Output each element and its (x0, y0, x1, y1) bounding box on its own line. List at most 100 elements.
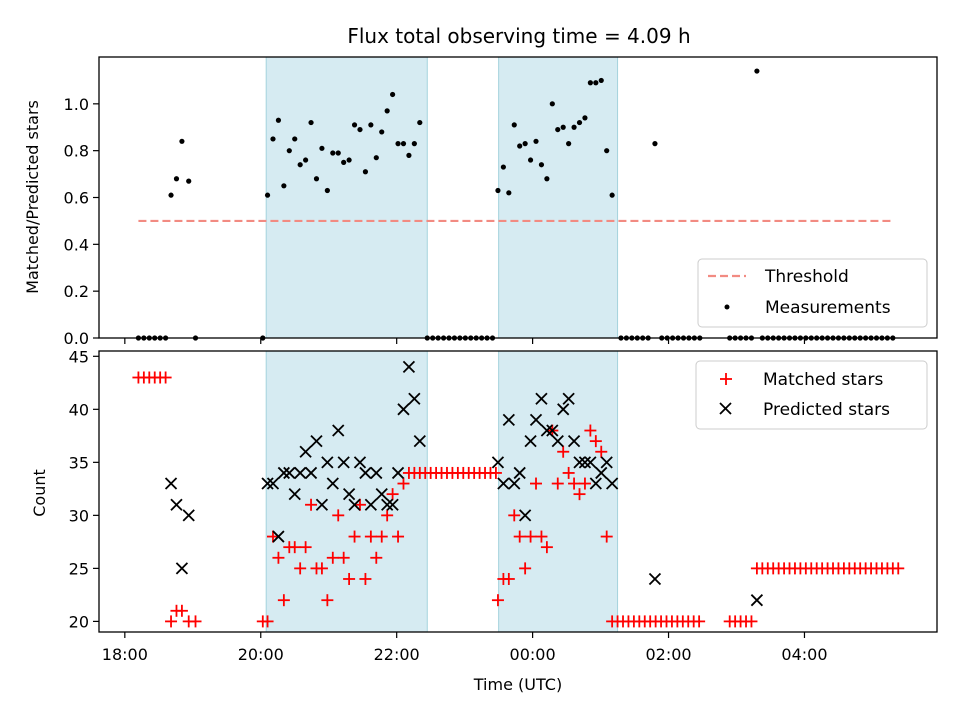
matched-point (343, 572, 356, 585)
predicted-point (529, 413, 543, 427)
predicted-point (497, 477, 510, 490)
predicted-point (164, 477, 178, 490)
ratio-y-axis-label: Matched/Predicted stars (23, 100, 42, 294)
measurement-point (527, 157, 534, 163)
predicted-point (491, 456, 505, 469)
predicted-point (518, 509, 532, 522)
measurement-point (292, 136, 298, 142)
matched-point (348, 530, 361, 543)
measurement-point (517, 143, 523, 149)
measurement-point (566, 141, 572, 147)
measurement-point (308, 119, 314, 126)
predicted-point (397, 403, 410, 416)
predicted-point (513, 466, 526, 480)
x-tick-label: 20:00 (238, 645, 284, 664)
predicted-point (283, 466, 296, 480)
predicted-point (391, 466, 405, 480)
measurement-point (324, 187, 330, 194)
ratio-observing-window-2 (498, 56, 619, 339)
count-legend-box (695, 360, 928, 430)
predicted-point (326, 477, 339, 490)
legend-matched-marker (720, 373, 732, 385)
matched-point (513, 530, 526, 543)
measurement-point (270, 136, 276, 142)
measurement-point (373, 155, 379, 161)
count-panel: 20 25 30 35 40 45 18:00 20:00 22:00 00:00 02:00 04… (30, 347, 938, 694)
matched-point (892, 562, 905, 575)
matched-point (540, 541, 553, 554)
predicted-point (266, 477, 280, 490)
measurement-point (179, 138, 185, 144)
predicted-point (524, 434, 537, 448)
predicted-point (750, 594, 764, 607)
measurement-point (544, 176, 550, 182)
measurement-point (500, 164, 506, 170)
legend-matched-label: Matched stars (763, 370, 883, 390)
predicted-point (402, 360, 416, 374)
legend-threshold-label: Threshold (764, 267, 849, 287)
measurement-point (303, 157, 309, 163)
matched-point (386, 488, 399, 501)
measurement-point (362, 169, 369, 175)
measurement-point (495, 187, 501, 194)
measurement-point (281, 183, 287, 189)
matched-point (502, 572, 515, 585)
chart-title: Flux total observing time = 4.09 h (347, 24, 690, 48)
measurement-point (522, 141, 528, 147)
measurement-point (168, 192, 174, 198)
predicted-point (182, 509, 195, 522)
legend-predicted-marker (719, 402, 732, 415)
predicted-point (578, 456, 592, 469)
legend-measurements-label: Measurements (765, 298, 891, 318)
count-y-tick-label: 20 (69, 612, 89, 631)
predicted-point (332, 424, 345, 437)
predicted-point (567, 434, 581, 448)
predicted-point (408, 392, 421, 405)
x-tick-label: 22:00 (374, 645, 420, 664)
measurement-point (297, 162, 303, 168)
matched-point (332, 509, 345, 522)
measurement-point (604, 148, 610, 154)
matched-point (272, 551, 285, 564)
predicted-point (359, 466, 372, 480)
count-panel-frame (98, 350, 938, 633)
ratio-y-tick-label: 0.6 (64, 189, 89, 208)
x-tick-label: 18:00 (102, 645, 148, 664)
predicted-point (381, 498, 394, 511)
measurement-point (264, 192, 271, 198)
measurement-point (587, 80, 593, 86)
count-y-tick-label: 40 (69, 400, 89, 419)
measurement-point (390, 91, 396, 98)
count-y-axis-label: Count (30, 469, 49, 517)
predicted-point (535, 392, 548, 405)
predicted-point (562, 392, 575, 405)
matched-point (745, 615, 758, 628)
predicted-point (502, 413, 515, 427)
predicted-point (272, 530, 285, 543)
matched-point (693, 615, 706, 628)
measurement-point (286, 148, 292, 154)
predicted-point (551, 434, 564, 448)
matched-point (535, 530, 548, 543)
matched-point (375, 530, 388, 543)
ratio-y-tick-label: 0.8 (64, 142, 89, 161)
count-series-matched-stars (132, 371, 905, 628)
predicted-point (557, 403, 570, 416)
ratio-panel: 0.0 0.2 0.4 0.6 0.8 1.0 Matched/Predicted sta… (23, 56, 938, 348)
measurement-point (275, 117, 282, 123)
matched-point (359, 572, 372, 585)
matched-point (165, 615, 178, 628)
matched-point (551, 477, 564, 490)
ratio-y-tick-label: 1.0 (64, 95, 89, 114)
measurement-point (593, 80, 599, 86)
measurement-point (506, 190, 512, 196)
predicted-point (175, 562, 189, 575)
measurement-point (341, 159, 347, 165)
matched-point (562, 466, 575, 479)
matched-point (364, 530, 377, 543)
matched-point (584, 424, 597, 437)
count-observing-window-2 (498, 350, 619, 633)
matched-point (491, 594, 504, 607)
measurement-point (400, 141, 407, 147)
measurement-point (351, 122, 358, 128)
